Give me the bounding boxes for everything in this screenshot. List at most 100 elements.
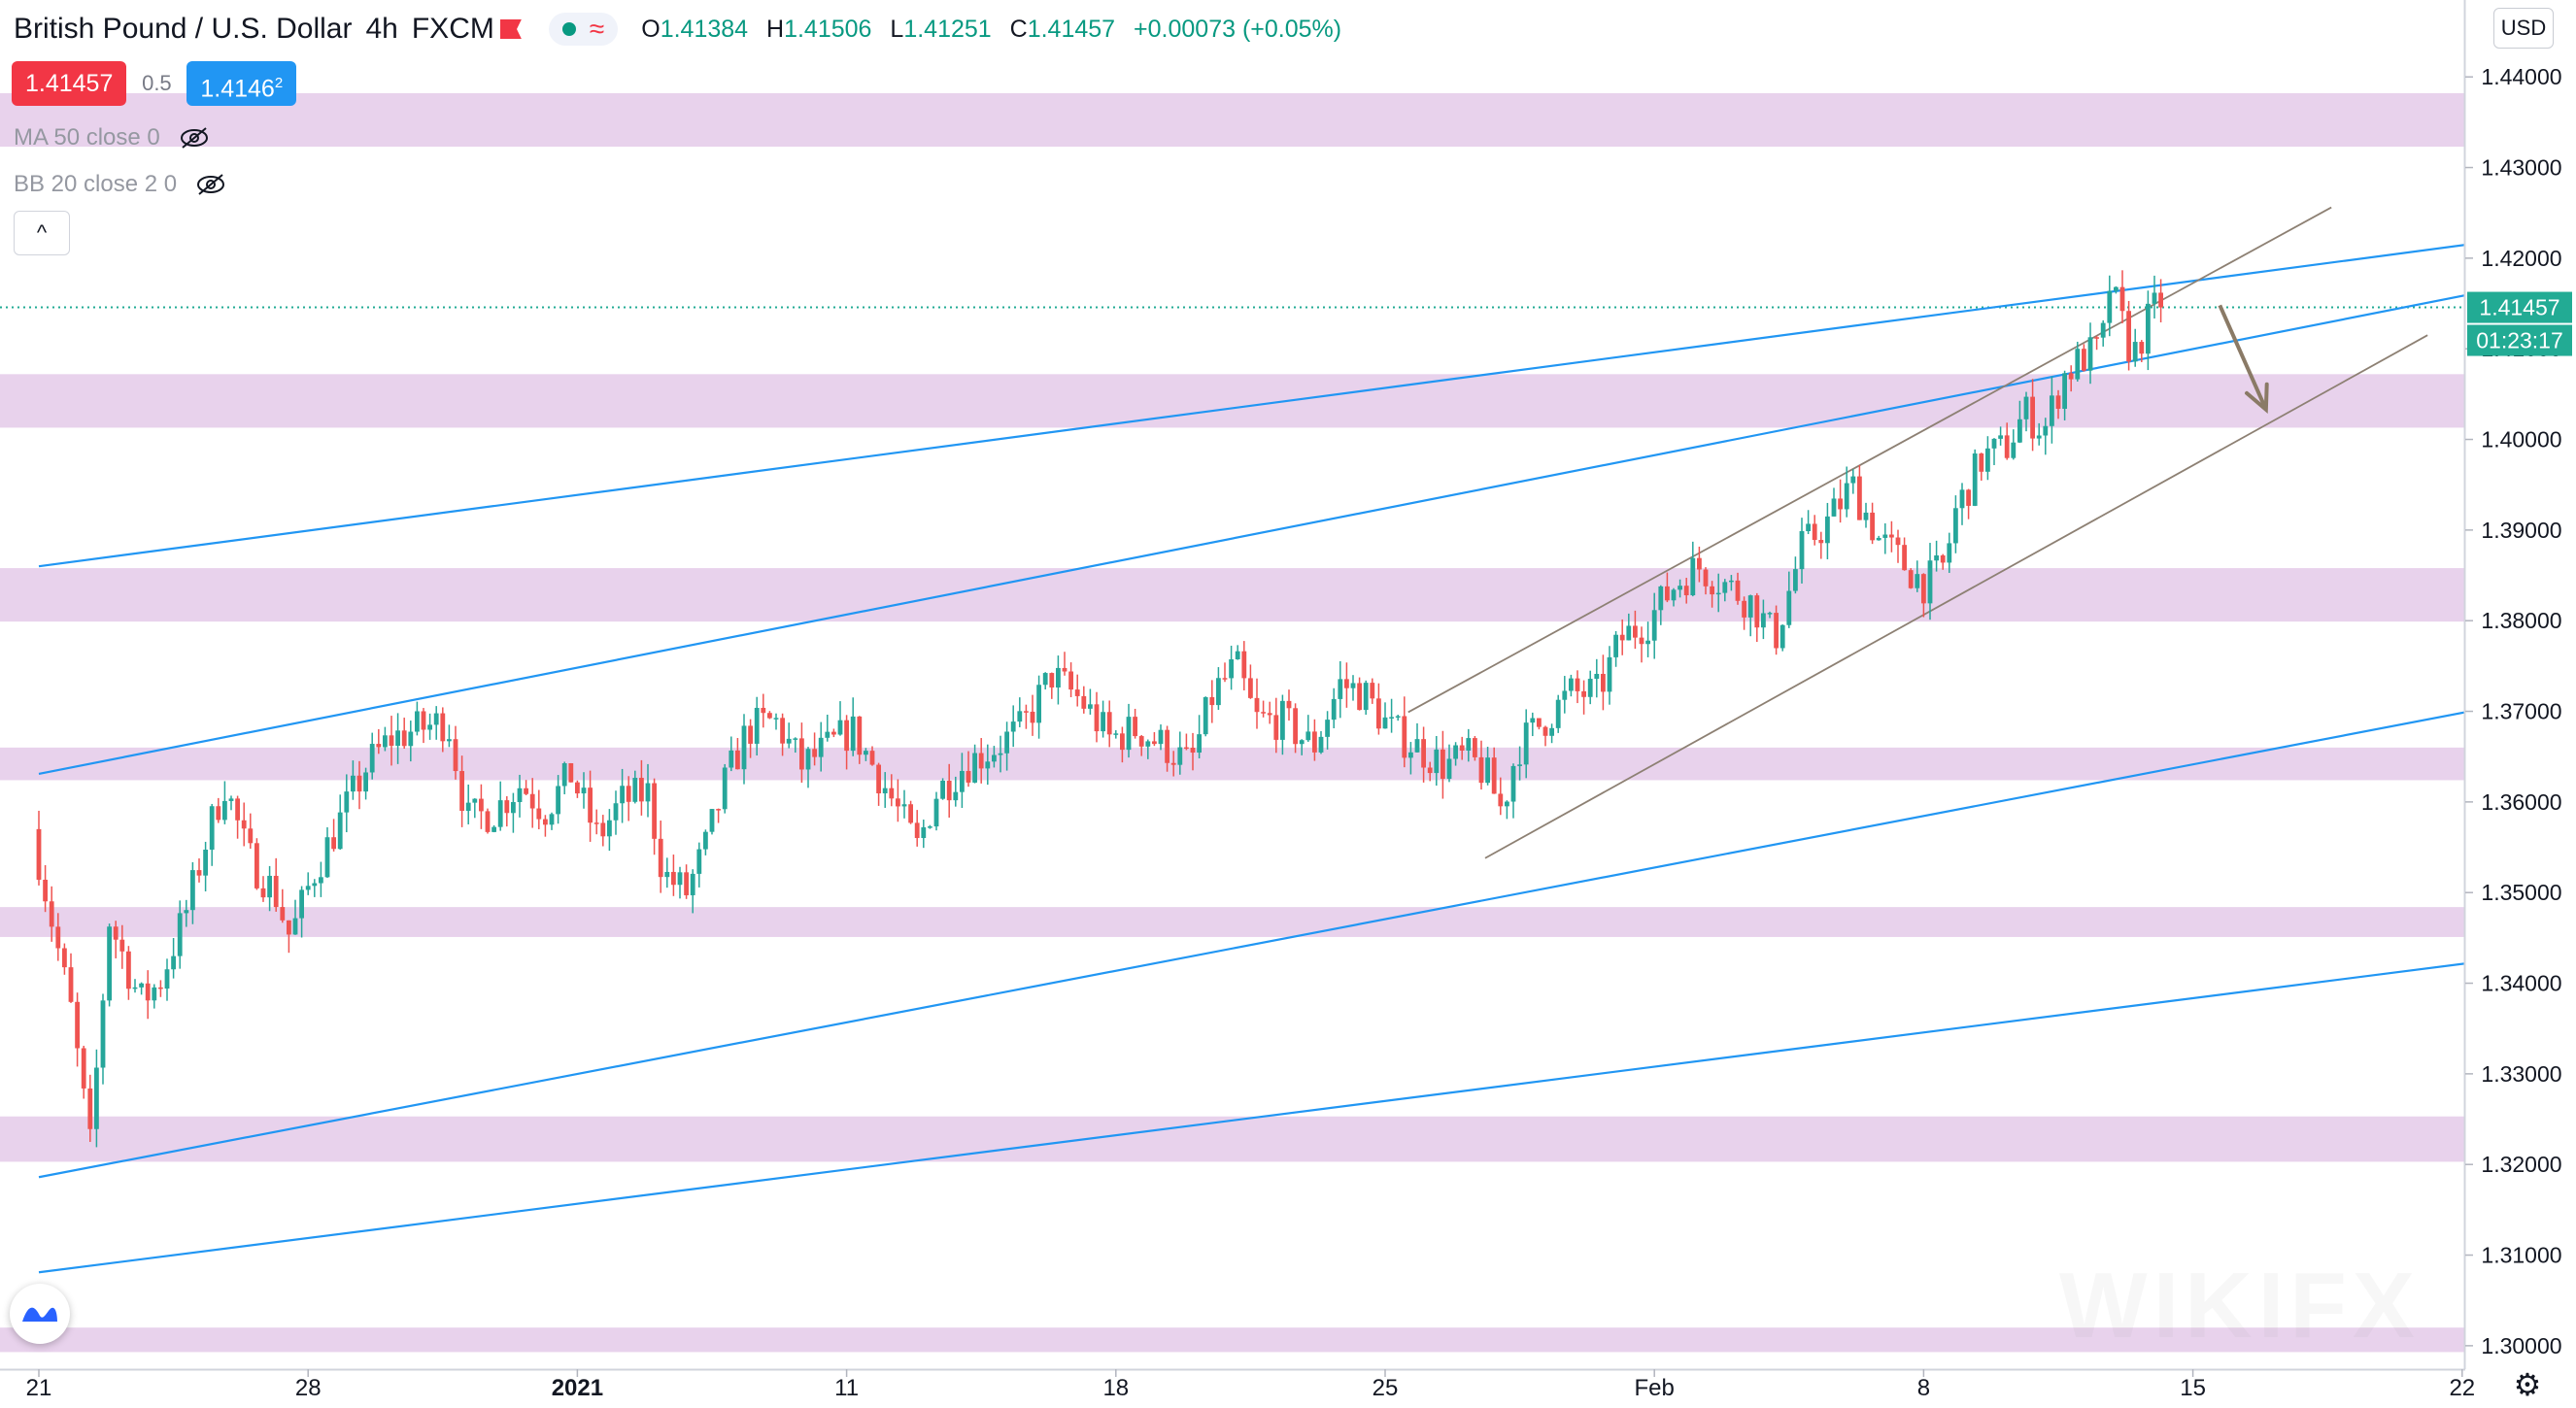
- candle-body: [1030, 711, 1035, 723]
- candle-body: [1414, 739, 1420, 753]
- candle-body: [401, 730, 407, 747]
- candle-body: [2036, 435, 2042, 439]
- candle-up: [1947, 532, 1952, 573]
- candle-down: [1774, 605, 1779, 655]
- candle-body: [799, 738, 804, 770]
- candle-up: [1882, 522, 1888, 554]
- chart-legend[interactable]: British Pound / U.S. Dollar 4h FXCM ≈ O1…: [14, 10, 1341, 49]
- trendline-blue: [38, 698, 2532, 1179]
- candle-up: [2050, 376, 2054, 444]
- indicator-bb-label[interactable]: BB 20 close 2 0: [14, 171, 178, 197]
- candle-body: [556, 786, 560, 815]
- market-status[interactable]: ≈: [548, 13, 619, 46]
- symbol-title[interactable]: British Pound / U.S. Dollar: [14, 13, 353, 45]
- candle-body: [703, 831, 708, 850]
- eye-crossed-icon[interactable]: [194, 173, 227, 196]
- candle-body: [1697, 557, 1702, 570]
- candle-body: [171, 955, 176, 970]
- candle-body: [1056, 667, 1061, 687]
- candle-body: [1170, 762, 1176, 765]
- candle-body: [1158, 729, 1164, 745]
- sell-button[interactable]: 1.41457: [12, 61, 127, 106]
- candle-body: [164, 969, 170, 989]
- price-axis[interactable]: 1.440001.430001.420001.410001.400001.390…: [2465, 64, 2562, 1358]
- candle-body: [896, 798, 900, 807]
- tradingview-logo-icon[interactable]: [10, 1284, 70, 1344]
- candle-down: [1665, 572, 1670, 603]
- time-tick-label: 8: [1917, 1375, 1930, 1401]
- candle-body: [312, 883, 318, 887]
- candle-body: [876, 764, 881, 794]
- price-tick-label: 1.39000: [2481, 518, 2561, 543]
- candle-body: [260, 888, 266, 898]
- candle-body: [2055, 395, 2061, 409]
- time-axis[interactable]: 21282021111825Feb81522Mar8: [26, 1369, 2576, 1401]
- candle-body: [600, 822, 606, 837]
- candle-body: [1286, 700, 1292, 709]
- candle-down: [1908, 568, 1914, 589]
- candle-up: [267, 865, 272, 912]
- candle-body: [68, 967, 74, 1002]
- candle-down: [966, 751, 971, 788]
- candlesticks: [36, 270, 2163, 1148]
- interval-label[interactable]: 4h: [365, 13, 398, 45]
- candle-up: [677, 866, 683, 899]
- trade-buttons[interactable]: 1.41457 0.5 1.41462: [12, 61, 297, 106]
- candle-body: [1844, 483, 1849, 510]
- candle-up: [1395, 714, 1401, 721]
- collapse-legend-button[interactable]: ^: [14, 211, 70, 255]
- buy-button[interactable]: 1.41462: [186, 61, 297, 106]
- zone-band: [0, 374, 2465, 428]
- candle-down: [844, 715, 849, 770]
- flag-icon[interactable]: [499, 19, 522, 39]
- candle-up: [709, 809, 715, 835]
- candle-down: [43, 864, 48, 913]
- candle-up: [818, 721, 824, 772]
- candle-body: [1254, 697, 1260, 713]
- candle-body: [1779, 624, 1785, 649]
- candle-down: [216, 797, 221, 823]
- candle-down: [1152, 732, 1157, 747]
- indicator-ma[interactable]: MA 50 close 0: [14, 118, 211, 157]
- candle-body: [177, 913, 183, 956]
- candle-up: [324, 826, 330, 879]
- gear-icon[interactable]: ⚙: [2513, 1367, 2542, 1402]
- indicator-ma-label[interactable]: MA 50 close 0: [14, 124, 160, 151]
- eye-crossed-icon[interactable]: [178, 126, 211, 150]
- candle-down: [1581, 680, 1586, 715]
- candle-up: [620, 768, 625, 823]
- candle-up: [107, 923, 112, 1007]
- candle-body: [1395, 716, 1401, 718]
- candle-down: [761, 693, 766, 728]
- candle-down: [479, 784, 484, 829]
- candle-body: [837, 720, 843, 735]
- indicator-bb[interactable]: BB 20 close 2 0: [14, 165, 227, 204]
- candle-up: [2114, 285, 2118, 294]
- candle-down: [1601, 654, 1606, 711]
- candle-up: [1280, 694, 1285, 755]
- price-axis-background[interactable]: [2465, 0, 2576, 1408]
- currency-button[interactable]: USD: [2493, 8, 2554, 49]
- candle-body: [1106, 712, 1112, 735]
- candle-body: [1710, 586, 1714, 595]
- time-axis-background[interactable]: [0, 1369, 2465, 1408]
- candle-body: [1870, 512, 1875, 541]
- candle-down: [158, 980, 163, 997]
- candle-down: [55, 913, 61, 961]
- candle-body: [49, 901, 54, 927]
- candle-up: [722, 763, 728, 814]
- candle-up: [921, 820, 927, 849]
- candle-up: [433, 706, 439, 740]
- candle-body: [928, 826, 932, 828]
- candle-body: [1683, 586, 1689, 596]
- candle-body: [1908, 570, 1914, 588]
- candle-body: [1690, 557, 1696, 596]
- candle-up: [171, 938, 176, 979]
- candle-up: [1101, 700, 1105, 738]
- candle-up: [1850, 469, 1856, 494]
- candle-body: [287, 920, 291, 935]
- candle-up: [100, 993, 106, 1085]
- candle-down: [287, 920, 291, 954]
- price-tick-label: 1.43000: [2481, 155, 2561, 181]
